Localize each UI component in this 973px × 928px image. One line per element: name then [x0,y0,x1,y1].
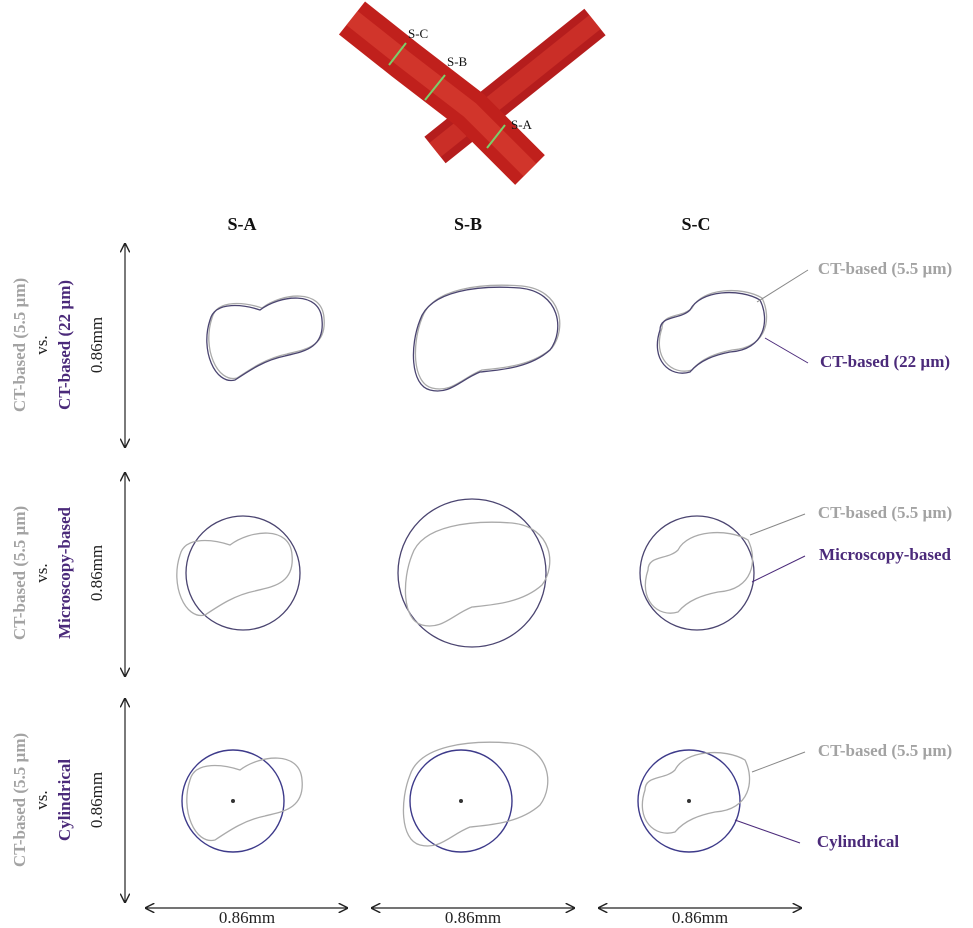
row1-outlines [207,285,767,391]
row-comparison: Cylindrical [55,759,74,841]
row-reference: CT-based (5.5 µm) [10,733,29,867]
annotation-reference: CT-based (5.5 µm) [818,259,952,278]
row-labels: CT-based (5.5 µm) vs. CT-based (22 µm) 0… [10,278,106,867]
row-reference: CT-based (5.5 µm) [10,278,29,412]
row-reference: CT-based (5.5 µm) [10,506,29,640]
column-header: S-C [681,214,710,234]
annotation-reference: CT-based (5.5 µm) [818,741,952,760]
x-scale: 0.86mm [445,908,501,927]
x-scale: 0.86mm [672,908,728,927]
section-label: S-C [408,26,428,41]
row-comparison: Microscopy-based [55,507,74,639]
annotation-comparison: CT-based (22 µm) [820,352,950,371]
row3-outlines [182,742,750,852]
row-scale: 0.86mm [87,545,106,601]
row-vs: vs. [32,790,51,809]
annotations: CT-based (5.5 µm) CT-based (22 µm) CT-ba… [735,259,952,851]
row-vs: vs. [32,563,51,582]
row-scale: 0.86mm [87,317,106,373]
x-scale: 0.86mm [219,908,275,927]
vessel-render: S-C S-B S-A [350,14,597,178]
section-label: S-A [511,117,533,132]
annotation-reference: CT-based (5.5 µm) [818,503,952,522]
row-vs: vs. [32,335,51,354]
row-comparison: CT-based (22 µm) [55,280,74,410]
annotation-comparison: Microscopy-based [819,545,951,564]
horizontal-dimensions: 0.86mm 0.86mm 0.86mm [146,908,801,927]
annotation-comparison: Cylindrical [817,832,899,851]
row-scale: 0.86mm [87,772,106,828]
row2-outlines [177,499,754,647]
column-header: S-A [227,214,256,234]
column-header: S-B [454,214,482,234]
figure: S-C S-B S-A S-A S-B S-C CT-based (5.5 µm… [0,0,973,928]
section-label: S-B [447,54,468,69]
